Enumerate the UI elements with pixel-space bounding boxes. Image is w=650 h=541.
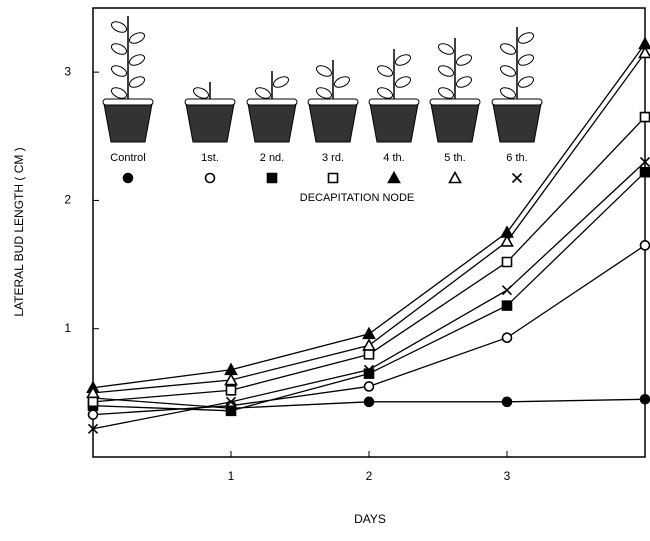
legend-pot-rim: [246, 98, 298, 106]
data-point: [362, 338, 376, 351]
legend-leaf: [377, 87, 393, 99]
y-axis-label: LATERAL BUD LENGTH ( CM ): [12, 147, 26, 316]
data-point: [500, 234, 514, 247]
legend-marker: [122, 172, 134, 184]
legend-leaf: [500, 43, 516, 55]
legend-pot: [492, 103, 542, 143]
data-point: [363, 349, 375, 360]
data-point: [501, 256, 513, 268]
legend-leaf: [316, 87, 332, 99]
legend-leaf: [438, 43, 454, 55]
legend-label: 4 th.: [383, 152, 404, 164]
legend-pot: [308, 103, 358, 143]
y-tick-label: 1: [64, 321, 71, 335]
data-point: [86, 385, 100, 399]
legend-leaf: [316, 65, 332, 77]
legend-label: 6 th.: [506, 152, 527, 164]
legend-marker: [448, 170, 462, 184]
legend-pot-rim: [102, 98, 154, 106]
legend-leaf: [438, 87, 454, 99]
data-point: [501, 396, 513, 408]
legend-marker: [327, 172, 339, 184]
legend-leaf: [456, 54, 472, 66]
legend-pot-rim: [307, 98, 359, 106]
legend-label: 2 nd.: [260, 152, 284, 164]
legend-label: Control: [110, 152, 145, 164]
data-point: [639, 393, 650, 405]
legend-leaf: [255, 87, 271, 99]
data-point: [225, 405, 237, 417]
legend-leaf: [518, 76, 534, 88]
y-tick-label: 2: [64, 193, 71, 207]
legend-marker: [266, 172, 278, 184]
legend-pot: [369, 103, 419, 143]
legend-leaf: [456, 76, 472, 88]
legend-leaf: [129, 76, 145, 88]
legend-leaf: [518, 54, 534, 66]
legend-leaf: [518, 32, 534, 44]
legend-pot-rim: [429, 98, 481, 106]
data-point: [363, 396, 375, 408]
legend-label: 5 th.: [444, 152, 465, 164]
x-axis-label: DAYS: [354, 512, 386, 526]
legend-label: 1st.: [201, 152, 219, 164]
data-point: [501, 285, 513, 296]
legend-leaf: [500, 87, 516, 99]
legend-leaf: [273, 76, 289, 88]
data-point: [639, 111, 650, 123]
y-tick-label: 3: [64, 64, 71, 78]
legend-pot-rim: [368, 98, 420, 106]
data-point: [225, 396, 237, 407]
data-point: [225, 384, 237, 396]
data-point: [501, 300, 513, 311]
data-point: [363, 381, 375, 392]
data-point: [638, 45, 650, 59]
data-point: [639, 156, 650, 168]
legend-leaf: [395, 76, 411, 88]
x-tick-label: 2: [366, 469, 373, 483]
legend-pot-rim: [491, 98, 543, 106]
x-tick-label: 3: [504, 469, 511, 483]
legend-marker: [204, 172, 216, 184]
legend-leaf: [129, 32, 145, 44]
legend-pot: [430, 103, 480, 143]
data-point: [501, 332, 513, 343]
legend-pot: [247, 103, 297, 143]
x-tick-label: 1: [228, 469, 235, 483]
legend-leaf: [438, 65, 454, 77]
legend-leaf: [334, 76, 350, 88]
legend-leaf: [111, 43, 127, 55]
legend-pot: [103, 103, 153, 143]
legend-label: 3 rd.: [322, 152, 344, 164]
legend-pot: [185, 103, 235, 143]
legend-pot-rim: [184, 98, 236, 106]
data-point: [87, 396, 99, 408]
legend-leaf: [111, 87, 127, 99]
data-point: [87, 409, 99, 420]
legend-leaf: [395, 54, 411, 66]
legend-leaf: [111, 21, 127, 33]
data-point: [639, 240, 650, 251]
data-point: [87, 423, 99, 434]
legend-leaf: [129, 54, 145, 66]
legend-marker: [387, 170, 401, 184]
data-point: [639, 166, 650, 178]
legend-marker: [511, 172, 523, 184]
legend-leaf: [193, 87, 209, 99]
data-point: [224, 372, 238, 386]
legend-leaf: [111, 65, 127, 77]
legend-title: DECAPITATION NODE: [300, 192, 415, 204]
legend-leaf: [500, 65, 516, 77]
legend-leaf: [377, 65, 393, 77]
data-point: [363, 364, 375, 375]
data-point: [362, 326, 376, 340]
